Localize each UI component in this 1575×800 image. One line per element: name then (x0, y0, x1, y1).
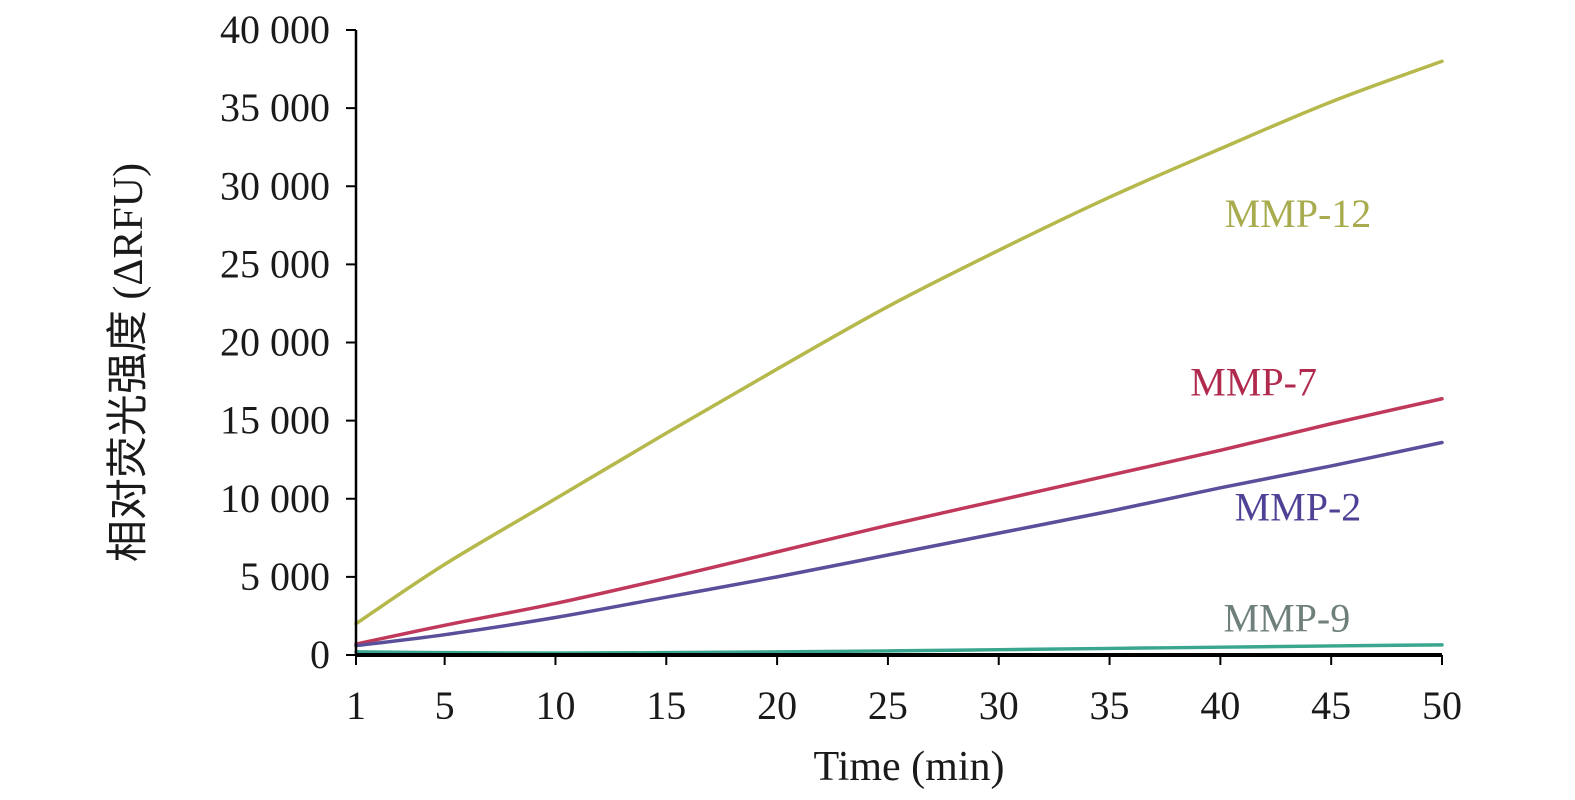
x-tick-label: 10 (535, 683, 575, 728)
y-tick-label: 15 000 (220, 398, 330, 443)
y-tick-label: 25 000 (220, 241, 330, 286)
y-axis-title: 相对荧光强度 (ΔRFU) (106, 163, 152, 562)
x-axis-title: Time (min) (814, 744, 1005, 790)
y-tick-label: 0 (310, 632, 330, 677)
series-label-mmp-9: MMP-9 (1224, 596, 1351, 641)
x-tick-label: 5 (435, 683, 455, 728)
x-tick-label: 1 (346, 683, 366, 728)
x-tick-label: 25 (868, 683, 908, 728)
y-tick-label: 20 000 (220, 320, 330, 365)
series-labels: MMP-12 MMP-7 MMP-2 MMP-9 (1190, 191, 1371, 641)
series-line-mmp-12 (354, 59, 1444, 626)
y-tick-label: 30 000 (220, 163, 330, 208)
x-tick-label: 50 (1422, 683, 1462, 728)
series-label-mmp-2: MMP-2 (1235, 485, 1362, 530)
series-line-mmp-2 (354, 440, 1444, 648)
series-line-mmp-9 (354, 643, 1444, 655)
series-line-mmp-7 (354, 397, 1444, 646)
x-ticks: 1 5 10 15 20 25 30 35 40 45 50 (346, 655, 1462, 728)
y-tick-label: 10 000 (220, 476, 330, 521)
x-tick-label: 45 (1311, 683, 1351, 728)
y-tick-label: 40 000 (220, 7, 330, 52)
x-tick-label: 20 (757, 683, 797, 728)
x-tick-label: 40 (1200, 683, 1240, 728)
x-tick-label: 30 (979, 683, 1019, 728)
y-tick-label: 35 000 (220, 85, 330, 130)
x-tick-label: 15 (646, 683, 686, 728)
axes: 0 5 000 10 000 15 000 20 000 25 000 30 000 35 0… (220, 7, 1462, 728)
y-tick-label: 5 000 (240, 554, 330, 599)
series-label-mmp-12: MMP-12 (1225, 191, 1372, 236)
y-ticks: 0 5 000 10 000 15 000 20 000 25 000 30 000 35 0… (220, 7, 356, 677)
x-tick-label: 35 (1090, 683, 1130, 728)
series-label-mmp-7: MMP-7 (1190, 360, 1317, 405)
series-lines (354, 59, 1444, 655)
